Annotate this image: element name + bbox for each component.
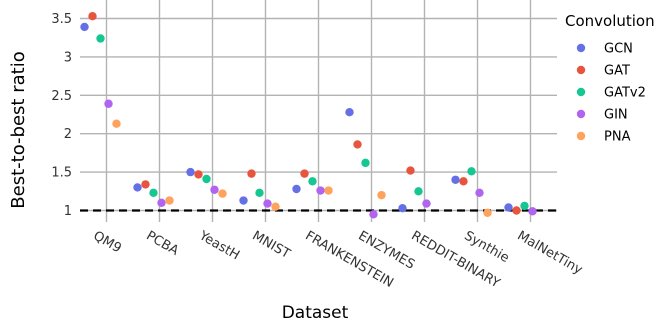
- point-gat: [406, 166, 415, 175]
- point-gcn: [345, 107, 354, 117]
- point-gin: [210, 185, 219, 194]
- legend-label-gcn: GCN: [604, 42, 633, 57]
- legend-marker-gat: [576, 65, 586, 75]
- x-tick-label: FRANKENSTEIN: [303, 228, 396, 291]
- legend: Convolution GCN GAT GATv2 GIN PNA: [565, 12, 655, 145]
- x-tick-label: MalNetTiny: [515, 228, 586, 277]
- point-gat: [88, 11, 97, 21]
- y-tick-label: 3.5: [51, 12, 72, 27]
- point-pna: [218, 189, 227, 198]
- point-gcn: [133, 183, 142, 192]
- y-tick-label: 1: [64, 204, 72, 219]
- grid: [80, 0, 557, 222]
- point-gcn: [504, 203, 513, 212]
- data-points: [80, 11, 537, 219]
- legend-label-gin: GIN: [604, 108, 628, 123]
- point-gin: [475, 188, 484, 198]
- x-axis-title: Dataset: [282, 303, 349, 323]
- x-tick-label: PCBA: [144, 228, 182, 258]
- legend-marker-gatv2: [576, 87, 586, 97]
- legend-label-pna: PNA: [604, 130, 631, 145]
- point-gat: [353, 140, 362, 149]
- point-gatv2: [96, 34, 105, 43]
- x-tick-label: YeastH: [196, 228, 242, 263]
- point-gat: [512, 206, 521, 215]
- y-tick-label: 2.5: [51, 89, 72, 104]
- point-gatv2: [308, 177, 317, 186]
- point-pna: [483, 208, 492, 218]
- point-gat: [300, 169, 309, 178]
- point-gin: [422, 199, 431, 208]
- point-pna: [271, 202, 280, 211]
- legend-label-gatv2: GATv2: [604, 86, 646, 101]
- point-gat: [459, 177, 468, 186]
- point-gat: [194, 170, 203, 179]
- point-gatv2: [467, 167, 476, 176]
- y-tick-label: 3: [64, 50, 72, 65]
- point-gin: [104, 99, 113, 108]
- point-gat: [247, 169, 256, 178]
- point-gin: [316, 186, 325, 195]
- point-pna: [112, 119, 121, 128]
- y-tick-labels: 1 1.5 2 2.5 3 3.5: [51, 12, 72, 219]
- point-gatv2: [255, 188, 264, 198]
- point-gatv2: [149, 188, 158, 198]
- y-tick-label: 1.5: [51, 166, 72, 181]
- x-tick-label: REDDIT-BINARY: [409, 228, 503, 291]
- point-gatv2: [414, 187, 423, 196]
- point-gcn: [292, 184, 301, 194]
- point-pna: [377, 190, 386, 200]
- point-gatv2: [361, 158, 370, 168]
- legend-title: Convolution: [565, 12, 655, 30]
- point-gin: [157, 198, 166, 208]
- point-gcn: [239, 196, 248, 205]
- point-gcn: [80, 22, 89, 32]
- point-gcn: [451, 175, 460, 184]
- legend-marker-gin: [576, 109, 586, 119]
- point-pna: [165, 196, 174, 205]
- y-tick-label: 2: [64, 127, 72, 142]
- point-gcn: [186, 167, 195, 177]
- point-gin: [369, 210, 378, 219]
- point-gatv2: [202, 174, 211, 184]
- legend-label-gat: GAT: [604, 64, 630, 79]
- x-tick-labels: QM9 PCBA YeastH MNIST FRANKENSTEINENZYMESRED…: [91, 228, 586, 291]
- point-gcn: [398, 203, 407, 213]
- y-axis-title: Best-to-best ratio: [8, 51, 29, 208]
- point-gin: [528, 207, 537, 216]
- point-gat: [141, 180, 150, 189]
- point-gatv2: [520, 201, 529, 211]
- x-tick-label: QM9: [91, 228, 124, 256]
- point-pna: [324, 186, 333, 195]
- x-tick-label: MNIST: [250, 228, 293, 262]
- point-gin: [263, 199, 272, 208]
- legend-marker-gcn: [576, 43, 586, 53]
- legend-marker-pna: [576, 131, 586, 141]
